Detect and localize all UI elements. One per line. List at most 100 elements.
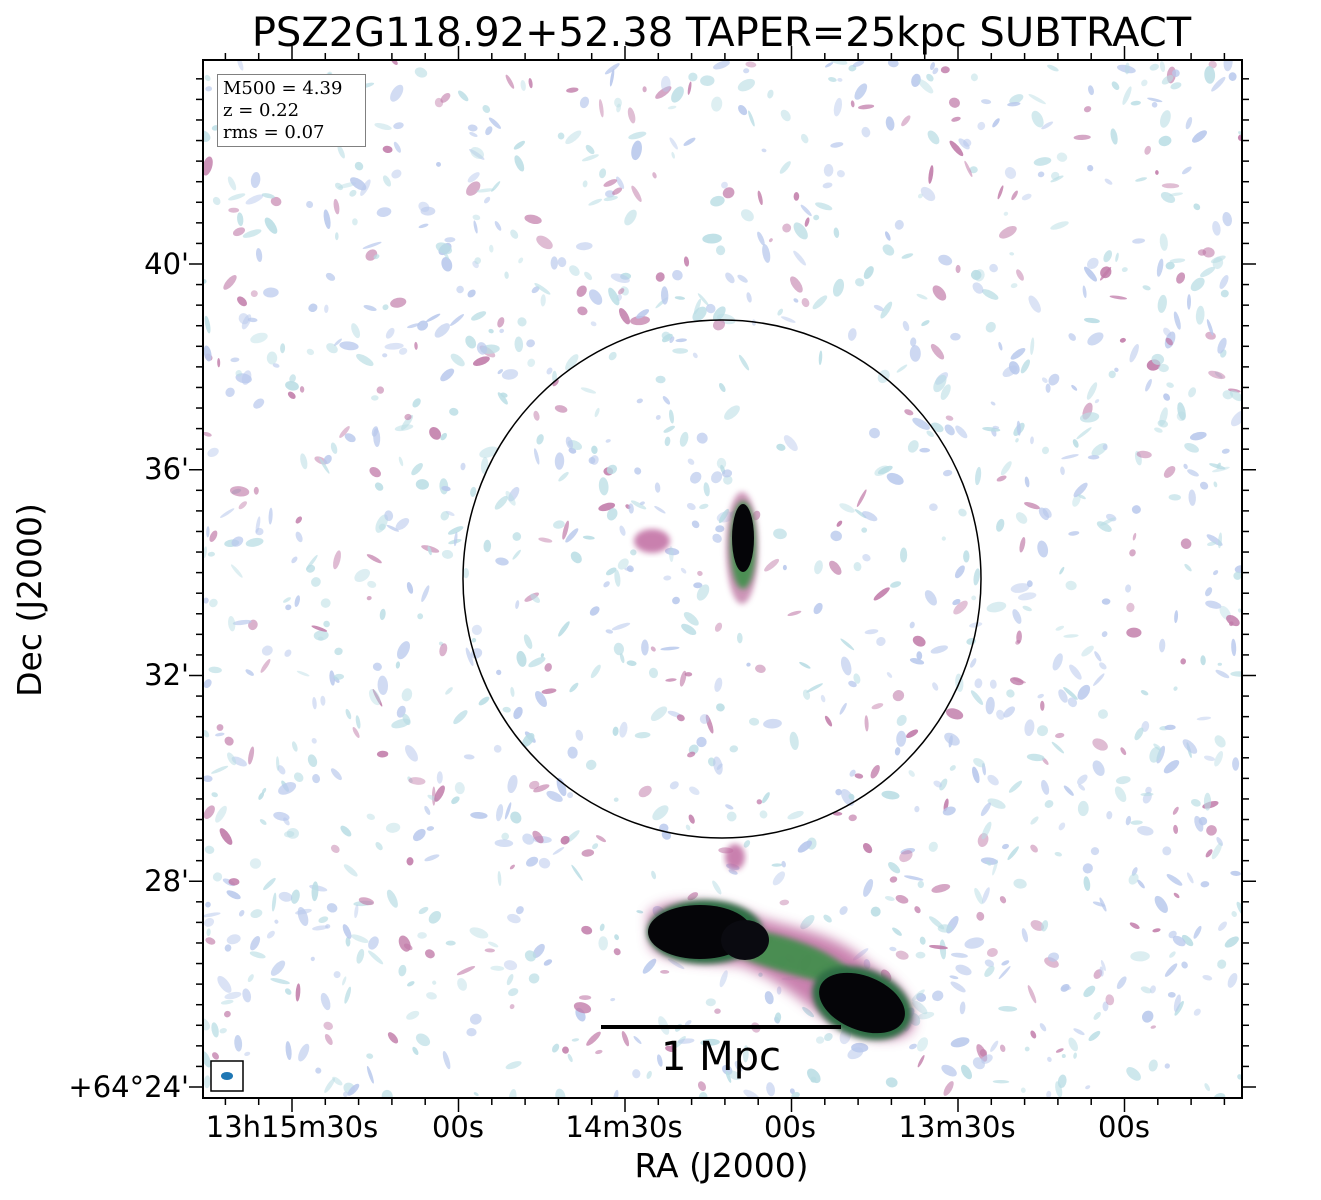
noise-speck — [745, 61, 757, 68]
noise-speck — [861, 527, 868, 533]
noise-speck — [472, 214, 481, 221]
noise-speck — [870, 764, 880, 779]
noise-speck — [756, 799, 762, 805]
noise-speck — [454, 782, 465, 795]
noise-speck — [977, 121, 986, 131]
noise-speck — [347, 1083, 360, 1096]
noise-speck — [902, 320, 910, 332]
noise-speck — [1076, 427, 1092, 440]
noise-speck — [915, 951, 926, 959]
noise-speck — [899, 547, 908, 563]
noise-speck — [1104, 178, 1113, 185]
noise-speck — [579, 96, 590, 109]
noise-speck — [736, 632, 743, 644]
noise-speck — [543, 959, 553, 966]
noise-speck — [508, 1088, 517, 1098]
noise-speck — [938, 254, 953, 266]
noise-speck — [911, 989, 925, 1002]
noise-speck — [631, 185, 642, 202]
noise-speck — [580, 387, 597, 394]
noise-speck — [588, 198, 603, 206]
noise-speck — [513, 706, 523, 720]
noise-speck — [391, 60, 398, 65]
noise-speck — [307, 754, 318, 768]
noise-speck — [1081, 645, 1094, 657]
noise-speck — [1192, 130, 1207, 143]
noise-speck — [1195, 305, 1205, 325]
noise-speck — [780, 316, 796, 323]
noise-speck — [610, 997, 616, 1002]
noise-speck — [683, 611, 699, 626]
noise-speck — [424, 854, 440, 862]
noise-speck — [1130, 951, 1150, 962]
noise-speck — [848, 793, 855, 800]
noise-speck — [450, 353, 465, 367]
noise-speck — [738, 105, 748, 116]
noise-speck — [1186, 294, 1192, 310]
noise-speck — [520, 80, 526, 91]
noise-speck — [1173, 686, 1178, 691]
noise-speck — [1115, 776, 1131, 785]
noise-speck — [1217, 662, 1222, 666]
noise-speck — [470, 486, 477, 497]
noise-speck — [390, 84, 404, 102]
noise-speck — [530, 593, 541, 603]
noise-speck — [219, 1027, 227, 1034]
noise-speck — [1237, 1074, 1242, 1080]
noise-speck — [460, 462, 466, 471]
noise-speck — [324, 1078, 335, 1093]
noise-speck — [862, 554, 871, 562]
noise-speck — [211, 1022, 219, 1038]
noise-speck — [1193, 203, 1201, 211]
noise-speck — [662, 396, 671, 405]
noise-speck — [494, 221, 502, 231]
noise-speck — [781, 860, 786, 868]
noise-speck — [906, 729, 919, 738]
noise-speck — [334, 338, 342, 346]
noise-speck — [655, 414, 661, 420]
noise-speck — [557, 257, 567, 268]
noise-speck — [330, 442, 338, 454]
noise-speck — [679, 670, 687, 687]
noise-speck — [1067, 697, 1078, 708]
noise-speck — [1184, 563, 1192, 572]
noise-speck — [449, 314, 465, 326]
noise-speck — [474, 257, 482, 265]
noise-speck — [445, 510, 455, 516]
noise-speck — [342, 976, 347, 986]
noise-speck — [873, 304, 884, 312]
noise-speck — [411, 463, 423, 476]
noise-speck — [614, 569, 621, 587]
noise-speck — [705, 998, 716, 1007]
noise-speck — [333, 550, 341, 570]
noise-speck — [1213, 570, 1219, 576]
noise-speck — [463, 567, 469, 579]
noise-speck — [884, 896, 895, 901]
noise-speck — [532, 943, 545, 958]
y-tick-label: +64°24' — [68, 1070, 189, 1104]
noise-speck — [679, 431, 689, 447]
noise-speck — [585, 759, 597, 770]
noise-speck — [1099, 662, 1107, 670]
noise-speck — [852, 60, 865, 67]
noise-speck — [436, 161, 441, 167]
noise-speck — [712, 306, 726, 322]
noise-speck — [793, 250, 806, 266]
noise-speck — [387, 1032, 399, 1044]
noise-speck — [712, 880, 722, 895]
noise-speck — [636, 309, 650, 319]
noise-speck — [427, 545, 432, 556]
noise-speck — [718, 508, 729, 524]
noise-speck — [1021, 193, 1032, 201]
noise-speck — [312, 774, 321, 784]
noise-speck — [1068, 1037, 1078, 1052]
noise-speck — [255, 516, 261, 533]
noise-speck — [763, 718, 782, 729]
noise-speck — [573, 1002, 592, 1014]
noise-speck — [876, 637, 886, 646]
noise-speck — [696, 584, 710, 601]
noise-speck — [1042, 507, 1052, 518]
noise-speck — [1208, 370, 1226, 380]
noise-speck — [999, 896, 1007, 904]
